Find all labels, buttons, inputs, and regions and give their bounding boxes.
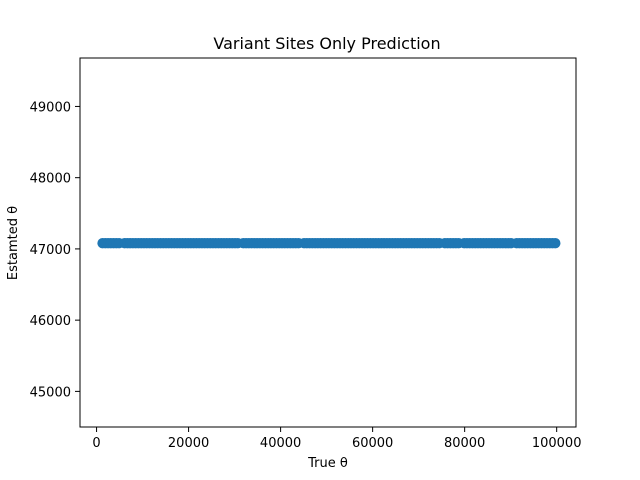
- y-tick-label: 48000: [30, 172, 71, 187]
- x-tick-label: 80000: [444, 436, 485, 451]
- y-axis: 45000 46000 47000 48000 49000: [30, 100, 80, 400]
- y-axis-label: Estamted θ: [6, 206, 21, 280]
- y-tick-label: 49000: [30, 100, 71, 115]
- x-tick-label: 20000: [168, 436, 209, 451]
- x-axis-label: True θ: [307, 456, 348, 471]
- plot-frame: [79, 57, 577, 428]
- chart-title: Variant Sites Only Prediction: [213, 34, 440, 53]
- y-tick-label: 45000: [30, 385, 71, 400]
- x-tick-label: 0: [92, 436, 100, 451]
- data-points: [97, 238, 561, 249]
- y-tick-label: 47000: [30, 243, 71, 258]
- x-tick-label: 60000: [352, 436, 393, 451]
- data-point: [550, 238, 561, 249]
- x-axis: 0 20000 40000 60000 80000 100000: [92, 427, 581, 451]
- x-tick-label: 100000: [532, 436, 582, 451]
- x-tick-label: 40000: [260, 436, 301, 451]
- y-tick-label: 46000: [30, 314, 71, 329]
